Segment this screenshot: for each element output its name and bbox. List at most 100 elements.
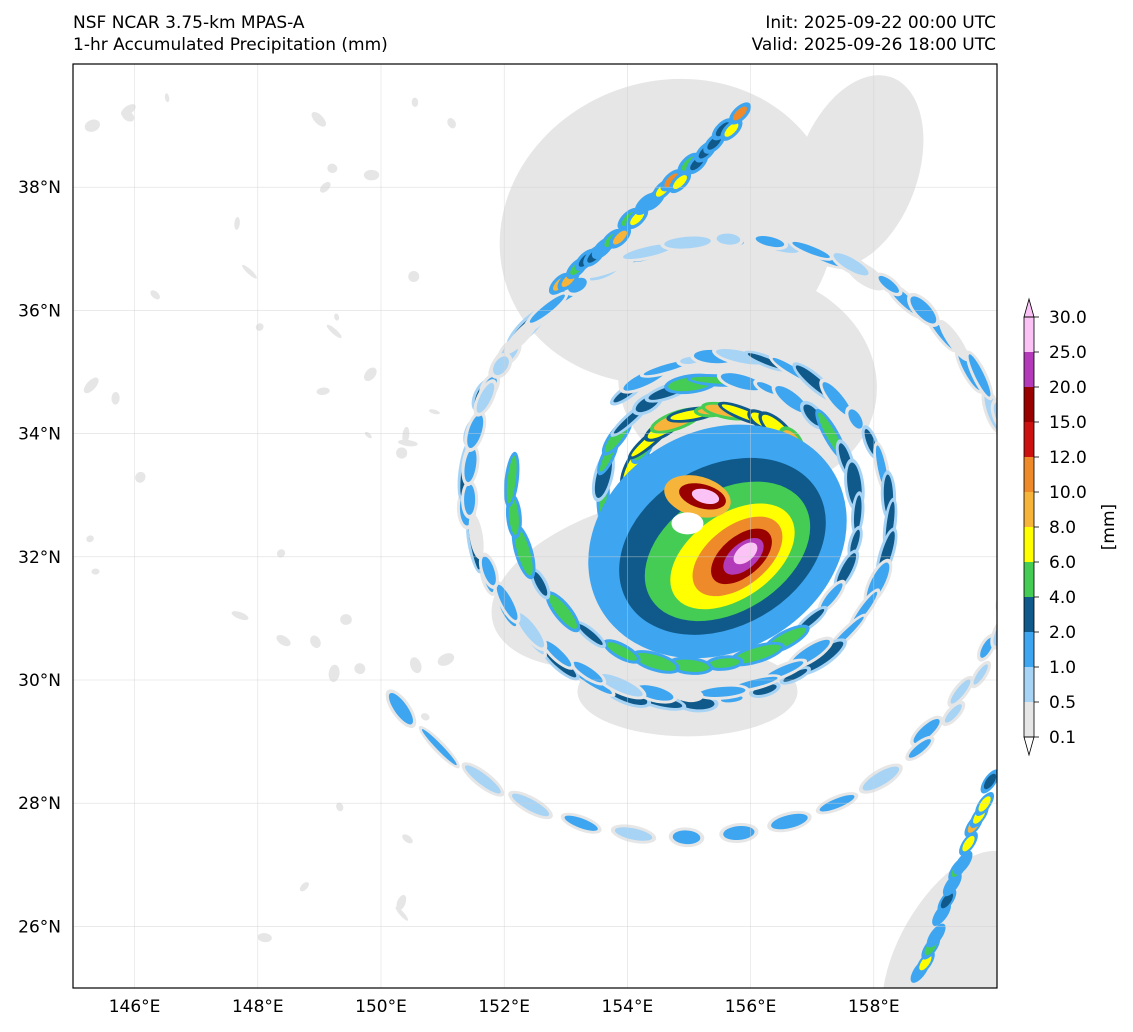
rain-cell: [853, 495, 862, 532]
rain-cell: [771, 813, 808, 830]
rain-cell: [755, 235, 785, 248]
rain-cell: [783, 669, 808, 682]
lat-tick-label: 28°N: [18, 794, 61, 814]
rain-cell: [533, 571, 548, 596]
colorbar-tick-label: 15.0: [1049, 413, 1087, 433]
core-contour: [733, 542, 758, 565]
rain-cell: [850, 529, 860, 555]
rain-cell: [529, 294, 565, 323]
rain-cell: [848, 409, 863, 429]
rain-cell: [598, 673, 643, 697]
rain-cell: [699, 686, 746, 697]
shower-cell: [428, 409, 440, 415]
valid-time: Valid: 2025-09-26 18:00 UTC: [751, 35, 996, 55]
shower-cell: [310, 635, 321, 648]
rain-cell: [564, 815, 598, 831]
rain-cell: [672, 830, 701, 845]
rain-cell: [671, 659, 710, 672]
rain-shield-patch: [791, 75, 924, 268]
map-content: [83, 75, 1026, 988]
shower-cell: [316, 387, 330, 395]
rain-cell: [1008, 482, 1022, 526]
rain-cell: [822, 382, 852, 416]
rain-cell: [614, 827, 653, 841]
colorbar-segment: [1024, 317, 1034, 352]
colorbar-tick-label: 0.5: [1049, 693, 1076, 713]
rain-cell: [388, 692, 414, 725]
shower-cell: [328, 664, 340, 683]
shower-cell: [363, 169, 380, 181]
rain-cell: [573, 661, 603, 683]
rain-cell: [752, 684, 777, 695]
rain-cell: [973, 664, 988, 685]
lon-tick-label: 158°E: [848, 997, 900, 1017]
rain-cell-halo: [995, 427, 1021, 485]
colorbar-extend-low: [1023, 736, 1035, 757]
rain-cell: [496, 584, 518, 621]
colorbar-tick-label: 10.0: [1049, 483, 1087, 503]
gridlines: [73, 64, 997, 988]
rain-cell: [623, 244, 674, 260]
colorbar-label: [mm]: [1099, 504, 1119, 550]
rain-cell: [1005, 436, 1023, 475]
colorbar-segment: [1024, 667, 1034, 702]
colorbar: 0.1 0.5 1.0 2.0 4.0 6.0 8.0 10.0 12.0 15.0 20.0 25.…: [1023, 297, 1119, 757]
shower-cell: [276, 549, 286, 558]
rain-cell: [543, 640, 572, 667]
shower-cell: [276, 635, 291, 647]
colorbar-tick-label: 4.0: [1049, 588, 1076, 608]
rain-cell-halo: [1005, 534, 1025, 570]
rain-cell: [910, 296, 937, 324]
colorbar-extend-high: [1023, 297, 1035, 318]
shower-cell: [257, 933, 272, 943]
field-title: 1-hr Accumulated Precipitation (mm): [73, 35, 388, 55]
shower-cell: [420, 713, 430, 721]
rain-cell: [724, 122, 739, 137]
colorbar-segment: [1024, 527, 1034, 562]
rain-cell: [792, 241, 830, 259]
rain-cell: [833, 253, 869, 276]
rain-cell-halo: [1001, 432, 1026, 480]
rain-cell: [481, 556, 496, 586]
shower-cell: [84, 119, 101, 132]
lat-tick-label: 38°N: [18, 178, 61, 198]
colorbar-tick-label: 25.0: [1049, 343, 1087, 363]
colorbar-tick-label: 8.0: [1049, 518, 1076, 538]
colorbar-segment: [1024, 632, 1034, 667]
shower-cell: [437, 653, 455, 666]
rain-cell: [999, 432, 1018, 481]
lat-tick-label: 32°N: [18, 548, 61, 568]
rain-cell: [636, 685, 674, 701]
shower-cell: [408, 270, 420, 282]
rain-cell: [516, 612, 545, 648]
rain-cell-halo: [1005, 478, 1025, 530]
shower-cell: [411, 97, 419, 107]
shower-cell: [396, 894, 407, 911]
rain-cell: [613, 230, 627, 245]
rain-cell: [732, 644, 782, 664]
rain-cell: [723, 826, 755, 841]
rain-cell: [820, 583, 843, 610]
rain-cell: [673, 175, 687, 190]
rain-cell: [996, 589, 1013, 613]
lon-tick-label: 156°E: [725, 997, 777, 1017]
shower-cell: [135, 471, 146, 483]
lon-tick-label: 152°E: [478, 997, 530, 1017]
eyewall-contour: [691, 488, 720, 505]
rain-cell: [678, 691, 700, 700]
shower-cell: [121, 110, 135, 122]
rain-shield-patch: [882, 850, 997, 988]
shower-cell: [164, 93, 170, 103]
shower-cell: [395, 906, 409, 921]
rain-cell: [716, 233, 741, 245]
title-right: Init: 2025-09-22 00:00 UTC Valid: 2025-0…: [752, 12, 996, 56]
colorbar-segment: [1024, 387, 1034, 422]
lat-tick-label: 36°N: [18, 301, 61, 321]
rain-cell: [775, 386, 808, 413]
storm-eye: [671, 512, 704, 535]
colorbar-segment: [1024, 597, 1034, 632]
rain-cell: [801, 641, 844, 673]
rain-cell: [471, 517, 481, 556]
rain-cell: [708, 658, 740, 668]
rain-cell: [664, 236, 711, 249]
